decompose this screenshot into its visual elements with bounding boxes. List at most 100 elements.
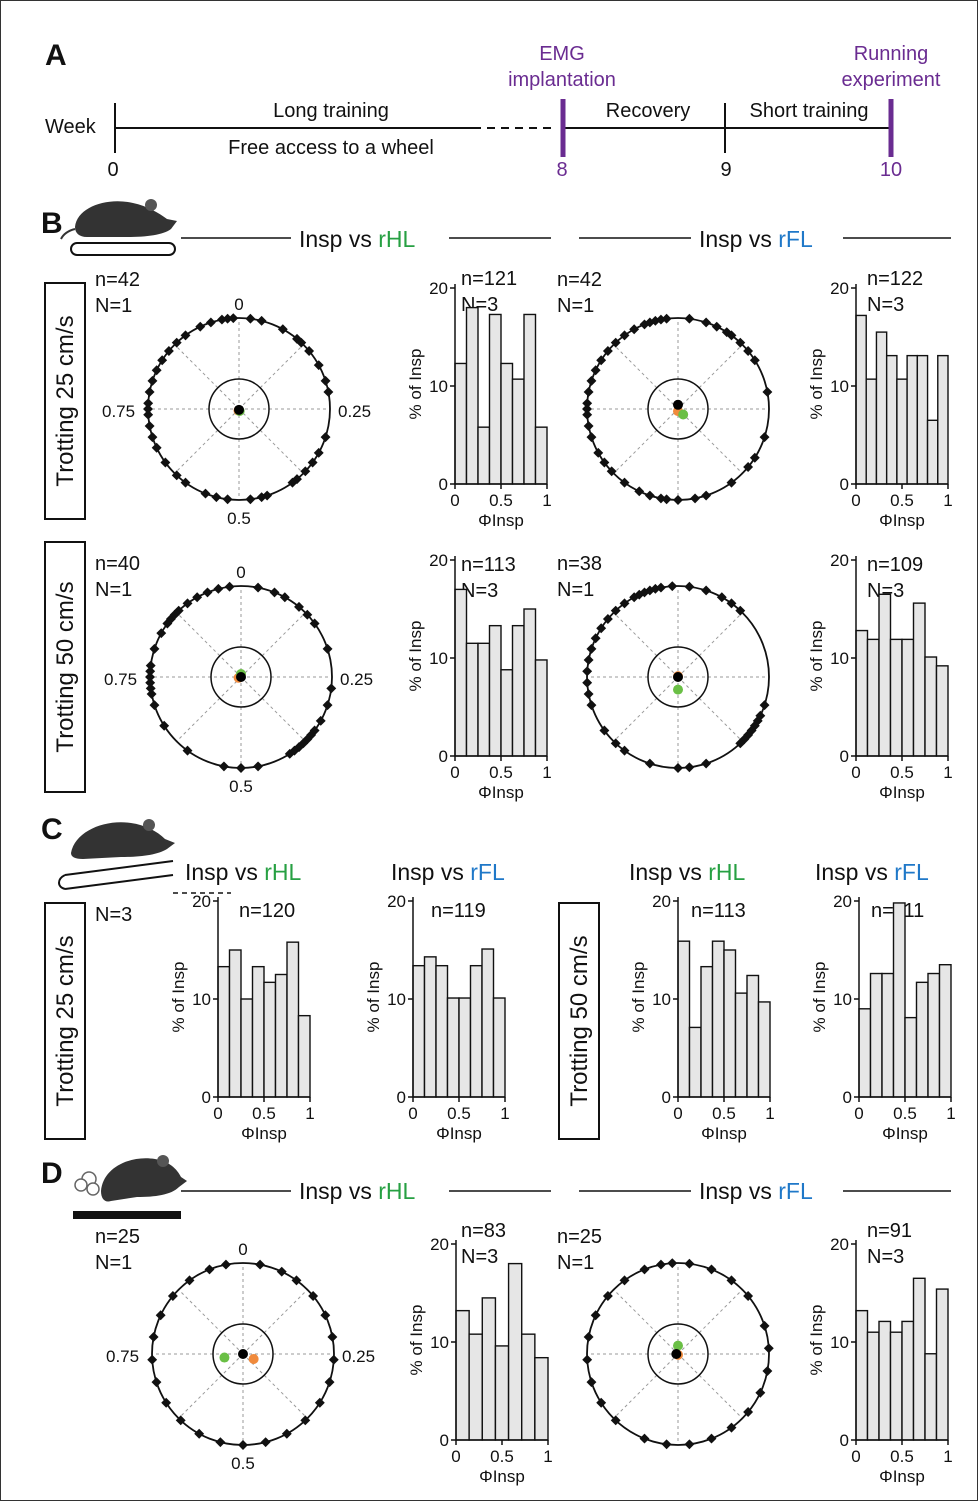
B_t25_fl_polar-phase-point: [690, 493, 701, 504]
B_t50_fl_polar-phase-point: [667, 581, 678, 592]
C_t25_hl_hist-bar: [217, 965, 231, 1098]
B_t50_hl_polar-N-label: N=1: [95, 579, 132, 601]
B_t50_hl_polar-phase-point: [315, 715, 326, 726]
D_hl_polar-mean-black: [238, 1349, 248, 1359]
B_t50_fl_hist-ytick-label: 0: [840, 747, 849, 766]
segment-long-training: Long training: [273, 100, 389, 122]
D_fl_hist-ytick-label: 20: [830, 1235, 849, 1254]
B_t25_fl_hist-bar: [865, 378, 878, 485]
B_t50_hl_polar-label-05: 0.5: [229, 777, 253, 796]
B_t25_hl_hist-bar: [534, 426, 548, 485]
B_t50_fl_polar-phase-point: [619, 745, 630, 756]
B_t25_fl_polar-phase-point: [583, 421, 594, 432]
B_t50_fl_hist-bar: [866, 638, 880, 757]
B_t50_hl_hist-xtick-label: 0: [450, 763, 459, 782]
B_t25_fl_polar-spoke: [677, 408, 743, 474]
B_t25_hl_polar-spoke: [174, 408, 240, 474]
B_t25_fl_polar-spoke: [613, 408, 679, 474]
B_t25_fl_polar-phase-point: [582, 404, 592, 414]
B_t25_hl_hist-bar: [454, 362, 468, 485]
D_hl_polar-phase-point: [327, 1331, 338, 1342]
B_t50_hl_polar-phase-point: [202, 587, 213, 598]
B_t50_hl_hist-ytick-label: 10: [429, 649, 448, 668]
C_t25_fl_hist-n-label: n=119: [431, 900, 486, 922]
B_t25_fl_polar-phase-point: [629, 324, 640, 335]
B_t50_hl_polar-phase-point: [269, 587, 280, 598]
B_t25_fl_polar-phase-point: [735, 337, 746, 348]
C_t25_hl_hist-ytick-label: 20: [192, 892, 211, 911]
D_fl_hist-ylabel: % of Insp: [807, 1305, 826, 1376]
B_t50_hl_polar-spoke: [176, 612, 242, 678]
C_t25_fl_hist-ytick-label: 0: [397, 1088, 406, 1107]
C_t50_hl_hist-ytick-label: 0: [662, 1088, 671, 1107]
panel-c-n: N=3: [95, 904, 132, 926]
treadmill-mouse-icon-b: [60, 199, 177, 256]
B_t25_fl_polar-phase-point: [762, 386, 773, 397]
B_t50_hl_hist-bar: [500, 669, 514, 757]
B_t50_fl_hist-bar: [855, 629, 869, 757]
B_t50_fl_polar-phase-point: [602, 614, 613, 624]
C_t25_fl_hist-ytick-label: 10: [387, 990, 406, 1009]
header-d-fl: Insp vs rFL: [699, 1178, 813, 1204]
C_t50_hl_hist-bar: [757, 1001, 771, 1098]
B_t25_hl_polar-phase-point: [296, 337, 307, 348]
B_t25_hl_polar-phase-point: [307, 457, 318, 468]
B_t50_hl_hist-bar: [454, 588, 468, 757]
B_t25_hl_polar-phase-point: [222, 494, 233, 505]
D_hl_polar-label-075: 0.75: [106, 1347, 139, 1366]
B_t50_fl_hist-xtick-label: 0.5: [890, 763, 914, 782]
B_t50_fl_hist-xtick-label: 1: [943, 763, 952, 782]
D_hl_hist-xtick-label: 0.5: [490, 1447, 514, 1466]
B_t50_fl_hist-bar: [878, 593, 892, 757]
C_t50_fl_hist-bar: [915, 981, 929, 1098]
C_t50_fl_hist-bar: [938, 964, 952, 1098]
B_t25_hl_polar-phase-point: [195, 321, 206, 332]
D_hl_polar-phase-point: [314, 1397, 325, 1408]
D_hl_polar-phase-point: [324, 1377, 335, 1388]
C_t50_hl_hist-bar: [700, 965, 714, 1098]
B_t50_hl_hist-bar: [488, 624, 502, 757]
B_t25_hl_hist-ytick-label: 20: [429, 279, 448, 298]
B_t25_hl_polar-phase-point: [144, 421, 155, 432]
C_t25_hl_hist-n-label: n=120: [239, 900, 295, 922]
B_t25_fl_hist-ytick-label: 0: [840, 475, 849, 494]
C_t25_hl_hist-bar: [251, 965, 265, 1098]
B_t50_fl_polar-phase-point: [644, 758, 655, 769]
D_hl_polar-phase-point: [155, 1310, 166, 1321]
B_t25_fl_polar-phase-point: [711, 321, 722, 332]
D_fl_polar-phase-point: [639, 1433, 650, 1444]
B_t50_fl_polar-phase-point: [586, 643, 597, 654]
B_t50_hl_polar-label-025: 0.25: [340, 670, 373, 689]
B_t25_hl_polar-phase-point: [200, 488, 211, 499]
B_t25_hl_polar-phase-point: [171, 470, 182, 481]
D_fl_polar-phase-point: [684, 1439, 695, 1450]
C_t25_fl_hist-bar: [492, 997, 506, 1098]
D_hl_polar-phase-point: [215, 1437, 226, 1448]
D_hl_polar-inner-circle: [212, 1323, 274, 1385]
B_t25_fl_polar-phase-point: [701, 317, 712, 328]
B_t50_hl_polar-phase-point: [294, 601, 304, 612]
condition-c-25: Trotting 25 cm/s: [52, 935, 79, 1106]
B_t50_fl_polar-inner-circle: [647, 646, 709, 708]
C_t25_hl_hist-ytick-label: 10: [192, 990, 211, 1009]
D_fl_hist-xlabel: ΦInsp: [879, 1467, 925, 1486]
B_t50_fl_polar-phase-point: [726, 598, 737, 609]
D_fl_hist-xtick-label: 0: [851, 1447, 860, 1466]
B_t50_fl_polar-phase-point: [759, 700, 770, 711]
D_fl_polar-outer-circle: [586, 1262, 770, 1446]
C_t50_fl_hist-ytick-label: 0: [843, 1088, 852, 1107]
D_hl_hist-xtick-label: 1: [543, 1447, 552, 1466]
B_t50_hl_polar-phase-point: [236, 763, 246, 773]
B_t25_hl_hist-bar: [523, 313, 537, 485]
D_fl_polar-phase-point: [762, 1366, 773, 1377]
D_hl_polar-phase-point: [148, 1331, 159, 1342]
running-mouse-icon-d: [73, 1155, 187, 1219]
B_t25_hl_polar-label-025: 0.25: [338, 402, 371, 421]
B_t50_fl_hist-ytick-label: 20: [830, 551, 849, 570]
B_t50_fl_polar-phase-point: [610, 605, 621, 616]
D_hl_polar-phase-point: [260, 1437, 271, 1448]
D_hl_hist-bar: [494, 1345, 510, 1441]
B_t50_hl_polar-phase-point: [173, 605, 184, 616]
B_t50_fl_hist-xlabel: ΦInsp: [879, 783, 925, 802]
C_t50_hl_hist-ytick-label: 10: [652, 990, 671, 1009]
